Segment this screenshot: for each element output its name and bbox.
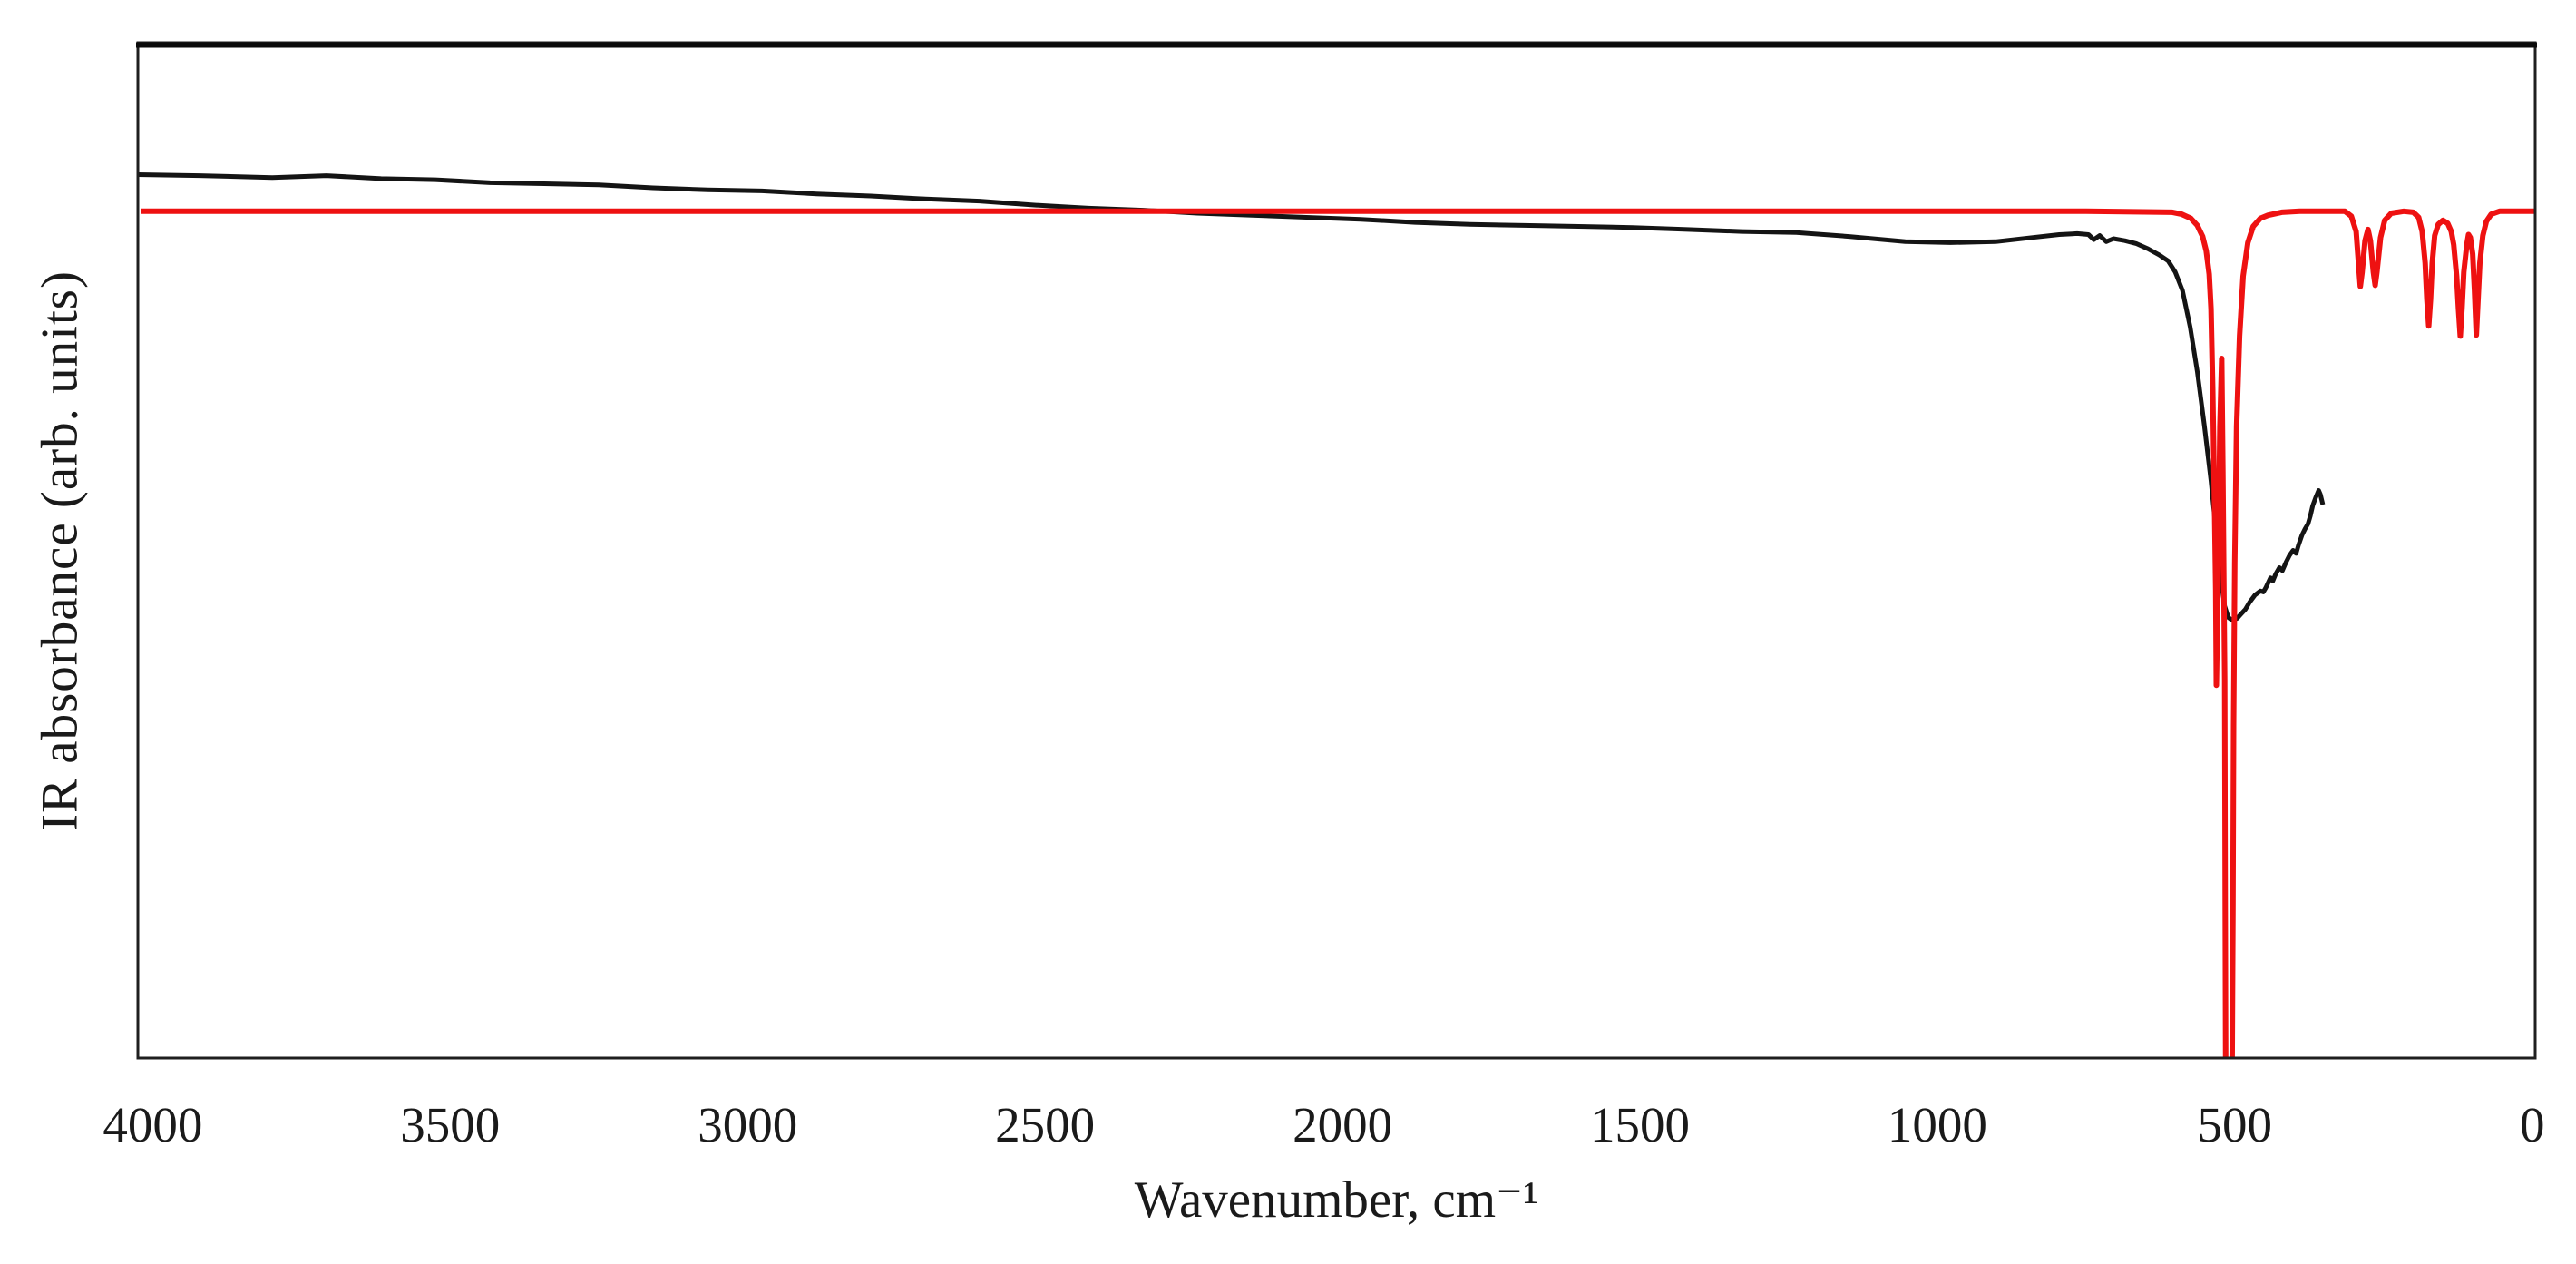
x-tick-label: 3500 [400, 1097, 501, 1152]
x-tick-label: 1500 [1590, 1097, 1690, 1152]
x-tick-label: 2500 [995, 1097, 1096, 1152]
y-axis-title: IR absorbance (arb. units) [31, 269, 89, 831]
y-axis-title-area: IR absorbance (arb. units) [9, 43, 111, 1058]
black-trace-line [138, 172, 2326, 623]
x-tick-label: 1000 [1887, 1097, 1987, 1152]
series-layer [138, 172, 2535, 1058]
x-tick-label: 4000 [102, 1097, 203, 1152]
red-trace-line [141, 208, 2535, 1058]
x-axis-title: Wavenumber, cm⁻¹ [1134, 1171, 1539, 1229]
x-tick-label: 0 [2519, 1097, 2545, 1152]
plot-border [136, 41, 2537, 1060]
x-tick-label: 3000 [698, 1097, 798, 1152]
x-tick-label: 2000 [1293, 1097, 1393, 1152]
x-axis-ticks: 4000 3500 3000 2500 2000 1500 1000 500 0 [0, 1100, 2576, 1156]
x-tick-label: 500 [2197, 1097, 2273, 1152]
